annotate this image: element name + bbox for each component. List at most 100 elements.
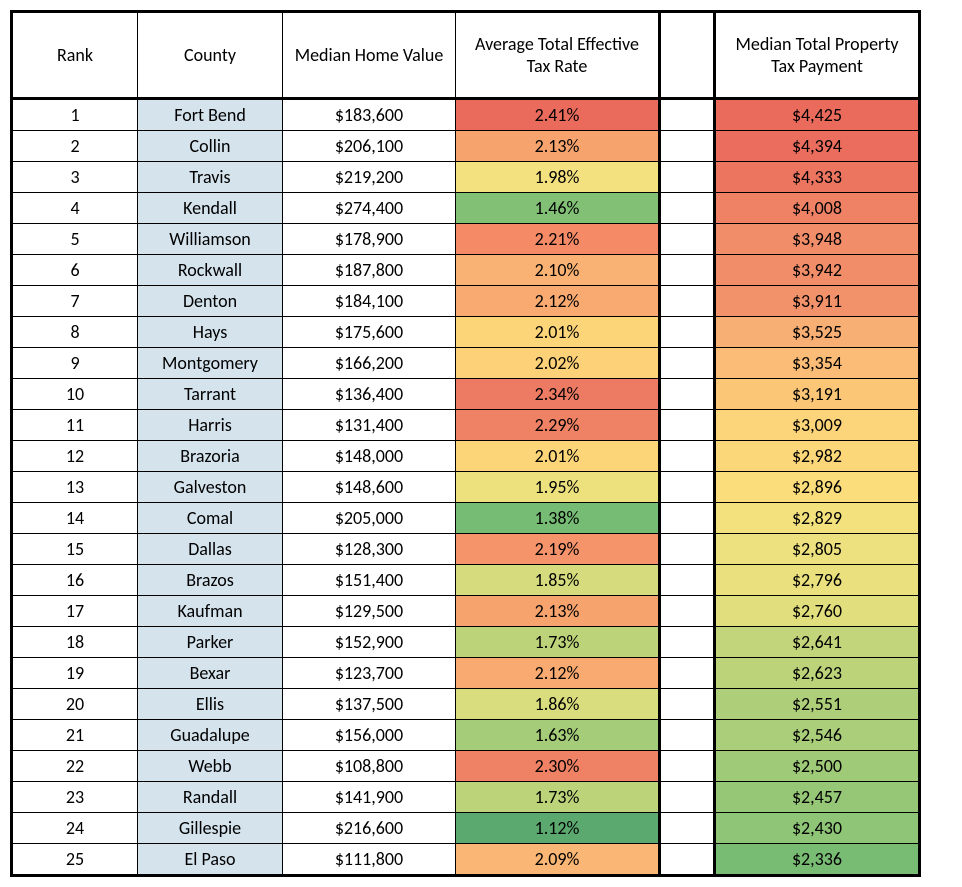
cell-median-payment: $2,829 bbox=[715, 503, 920, 534]
cell-effective-tax-rate: 2.12% bbox=[456, 286, 660, 317]
cell-county: Dallas bbox=[138, 534, 283, 565]
cell-median-payment: $2,641 bbox=[715, 627, 920, 658]
table-row: 13Galveston$148,6001.95%$2,896 bbox=[12, 472, 920, 503]
cell-spacer bbox=[660, 844, 715, 876]
table-row: 6Rockwall$187,8002.10%$3,942 bbox=[12, 255, 920, 286]
cell-rank: 20 bbox=[12, 689, 138, 720]
cell-county: Parker bbox=[138, 627, 283, 658]
cell-effective-tax-rate: 2.09% bbox=[456, 844, 660, 876]
cell-median-home-value: $187,800 bbox=[283, 255, 456, 286]
cell-median-payment: $4,008 bbox=[715, 193, 920, 224]
cell-median-payment: $4,425 bbox=[715, 99, 920, 131]
table-row: 9Montgomery$166,2002.02%$3,354 bbox=[12, 348, 920, 379]
table-row: 12Brazoria$148,0002.01%$2,982 bbox=[12, 441, 920, 472]
header-rank: Rank bbox=[12, 12, 138, 99]
cell-spacer bbox=[660, 596, 715, 627]
cell-rank: 21 bbox=[12, 720, 138, 751]
cell-county: Williamson bbox=[138, 224, 283, 255]
cell-county: Kaufman bbox=[138, 596, 283, 627]
cell-rank: 24 bbox=[12, 813, 138, 844]
cell-median-home-value: $108,800 bbox=[283, 751, 456, 782]
cell-effective-tax-rate: 1.95% bbox=[456, 472, 660, 503]
header-median-home-value: Median Home Value bbox=[283, 12, 456, 99]
table-row: 4Kendall$274,4001.46%$4,008 bbox=[12, 193, 920, 224]
cell-median-home-value: $129,500 bbox=[283, 596, 456, 627]
cell-median-home-value: $111,800 bbox=[283, 844, 456, 876]
cell-median-home-value: $156,000 bbox=[283, 720, 456, 751]
cell-median-payment: $2,805 bbox=[715, 534, 920, 565]
cell-median-payment: $2,430 bbox=[715, 813, 920, 844]
cell-rank: 15 bbox=[12, 534, 138, 565]
cell-effective-tax-rate: 2.12% bbox=[456, 658, 660, 689]
cell-median-payment: $2,796 bbox=[715, 565, 920, 596]
cell-effective-tax-rate: 1.38% bbox=[456, 503, 660, 534]
cell-median-home-value: $136,400 bbox=[283, 379, 456, 410]
cell-median-payment: $2,896 bbox=[715, 472, 920, 503]
cell-county: Galveston bbox=[138, 472, 283, 503]
cell-county: Collin bbox=[138, 131, 283, 162]
cell-effective-tax-rate: 1.85% bbox=[456, 565, 660, 596]
cell-median-payment: $2,551 bbox=[715, 689, 920, 720]
cell-median-payment: $3,354 bbox=[715, 348, 920, 379]
cell-rank: 9 bbox=[12, 348, 138, 379]
cell-median-payment: $2,457 bbox=[715, 782, 920, 813]
cell-effective-tax-rate: 2.34% bbox=[456, 379, 660, 410]
cell-rank: 5 bbox=[12, 224, 138, 255]
cell-median-home-value: $148,000 bbox=[283, 441, 456, 472]
cell-effective-tax-rate: 2.30% bbox=[456, 751, 660, 782]
cell-county: Rockwall bbox=[138, 255, 283, 286]
cell-county: Gillespie bbox=[138, 813, 283, 844]
cell-effective-tax-rate: 1.98% bbox=[456, 162, 660, 193]
cell-spacer bbox=[660, 317, 715, 348]
cell-median-payment: $2,760 bbox=[715, 596, 920, 627]
cell-county: Tarrant bbox=[138, 379, 283, 410]
cell-effective-tax-rate: 1.73% bbox=[456, 782, 660, 813]
cell-spacer bbox=[660, 472, 715, 503]
cell-median-payment: $3,525 bbox=[715, 317, 920, 348]
table-row: 17Kaufman$129,5002.13%$2,760 bbox=[12, 596, 920, 627]
cell-median-home-value: $166,200 bbox=[283, 348, 456, 379]
cell-rank: 13 bbox=[12, 472, 138, 503]
header-median-payment: Median Total Property Tax Payment bbox=[715, 12, 920, 99]
table-row: 10Tarrant$136,4002.34%$3,191 bbox=[12, 379, 920, 410]
cell-effective-tax-rate: 2.21% bbox=[456, 224, 660, 255]
cell-county: Montgomery bbox=[138, 348, 283, 379]
cell-rank: 17 bbox=[12, 596, 138, 627]
cell-median-payment: $2,623 bbox=[715, 658, 920, 689]
cell-rank: 3 bbox=[12, 162, 138, 193]
cell-rank: 11 bbox=[12, 410, 138, 441]
cell-county: Kendall bbox=[138, 193, 283, 224]
cell-effective-tax-rate: 1.12% bbox=[456, 813, 660, 844]
cell-median-payment: $3,942 bbox=[715, 255, 920, 286]
cell-county: Bexar bbox=[138, 658, 283, 689]
table-row: 2Collin$206,1002.13%$4,394 bbox=[12, 131, 920, 162]
cell-rank: 19 bbox=[12, 658, 138, 689]
cell-spacer bbox=[660, 193, 715, 224]
cell-median-payment: $2,982 bbox=[715, 441, 920, 472]
header-spacer bbox=[660, 12, 715, 99]
cell-median-home-value: $184,100 bbox=[283, 286, 456, 317]
cell-county: Guadalupe bbox=[138, 720, 283, 751]
cell-spacer bbox=[660, 348, 715, 379]
cell-median-payment: $3,009 bbox=[715, 410, 920, 441]
cell-median-home-value: $152,900 bbox=[283, 627, 456, 658]
cell-county: Ellis bbox=[138, 689, 283, 720]
cell-effective-tax-rate: 2.41% bbox=[456, 99, 660, 131]
header-row: Rank County Median Home Value Average To… bbox=[12, 12, 920, 99]
cell-median-home-value: $131,400 bbox=[283, 410, 456, 441]
cell-county: Harris bbox=[138, 410, 283, 441]
cell-spacer bbox=[660, 813, 715, 844]
cell-spacer bbox=[660, 286, 715, 317]
cell-spacer bbox=[660, 689, 715, 720]
cell-effective-tax-rate: 2.19% bbox=[456, 534, 660, 565]
cell-effective-tax-rate: 1.86% bbox=[456, 689, 660, 720]
cell-county: Brazoria bbox=[138, 441, 283, 472]
cell-median-payment: $2,546 bbox=[715, 720, 920, 751]
cell-median-home-value: $175,600 bbox=[283, 317, 456, 348]
cell-spacer bbox=[660, 503, 715, 534]
cell-rank: 8 bbox=[12, 317, 138, 348]
cell-spacer bbox=[660, 162, 715, 193]
cell-median-payment: $2,500 bbox=[715, 751, 920, 782]
table-row: 18Parker$152,9001.73%$2,641 bbox=[12, 627, 920, 658]
property-tax-table: Rank County Median Home Value Average To… bbox=[10, 10, 921, 877]
